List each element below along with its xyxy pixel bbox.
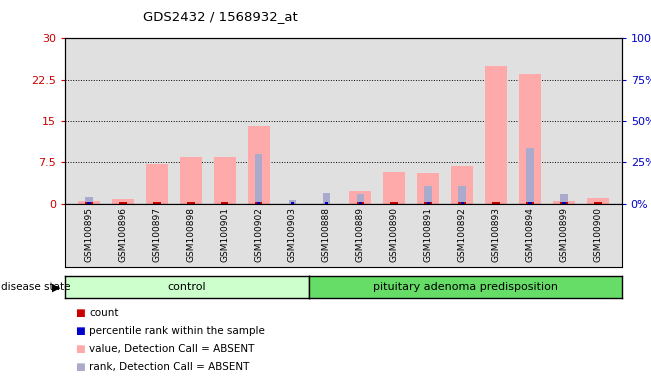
Bar xyxy=(323,192,330,204)
Bar xyxy=(221,202,229,204)
Bar xyxy=(85,197,92,204)
Bar xyxy=(357,194,364,204)
Text: control: control xyxy=(167,282,206,292)
Text: percentile rank within the sample: percentile rank within the sample xyxy=(89,326,265,336)
Text: count: count xyxy=(89,308,118,318)
Bar xyxy=(119,202,127,204)
Bar xyxy=(187,202,195,204)
Text: GSM100893: GSM100893 xyxy=(492,207,501,262)
Bar xyxy=(458,202,466,204)
Bar xyxy=(587,198,609,204)
Text: disease state: disease state xyxy=(1,282,70,292)
Text: GSM100895: GSM100895 xyxy=(85,207,93,262)
Text: GSM100902: GSM100902 xyxy=(254,207,263,262)
Text: value, Detection Call = ABSENT: value, Detection Call = ABSENT xyxy=(89,344,255,354)
Bar xyxy=(146,164,168,204)
Bar xyxy=(485,66,507,204)
Bar xyxy=(214,157,236,204)
Text: GSM100900: GSM100900 xyxy=(594,207,602,262)
Bar xyxy=(458,186,466,204)
Bar xyxy=(288,200,296,204)
Text: GSM100901: GSM100901 xyxy=(220,207,229,262)
Bar xyxy=(451,166,473,204)
Text: ■: ■ xyxy=(75,344,85,354)
Bar xyxy=(526,149,534,204)
Text: GSM100889: GSM100889 xyxy=(356,207,365,262)
Bar xyxy=(247,126,270,204)
Text: ■: ■ xyxy=(75,362,85,372)
Bar xyxy=(257,202,260,204)
Text: ▶: ▶ xyxy=(52,282,61,292)
Text: GSM100897: GSM100897 xyxy=(152,207,161,262)
Bar xyxy=(424,202,432,204)
Bar xyxy=(255,202,262,204)
Text: ■: ■ xyxy=(75,308,85,318)
Bar xyxy=(357,202,364,204)
Text: pituitary adenoma predisposition: pituitary adenoma predisposition xyxy=(372,282,558,292)
Bar xyxy=(180,157,202,204)
Text: GSM100888: GSM100888 xyxy=(322,207,331,262)
Bar xyxy=(350,191,372,204)
Bar xyxy=(112,199,134,204)
Bar xyxy=(78,201,100,204)
Text: GSM100903: GSM100903 xyxy=(288,207,297,262)
Text: GSM100899: GSM100899 xyxy=(559,207,568,262)
Text: GSM100896: GSM100896 xyxy=(118,207,128,262)
Bar xyxy=(359,202,362,204)
Bar xyxy=(87,202,90,204)
Bar xyxy=(529,202,532,204)
Text: GDS2432 / 1568932_at: GDS2432 / 1568932_at xyxy=(143,10,298,23)
Bar xyxy=(594,202,602,204)
Bar xyxy=(519,74,541,204)
Bar xyxy=(426,202,430,204)
Bar xyxy=(255,154,262,204)
Bar xyxy=(383,172,406,204)
Bar xyxy=(560,194,568,204)
Bar xyxy=(492,202,500,204)
Bar xyxy=(460,202,464,204)
Bar xyxy=(553,201,575,204)
Bar xyxy=(560,202,568,204)
Bar xyxy=(325,202,328,204)
Bar xyxy=(562,202,566,204)
Text: GSM100894: GSM100894 xyxy=(525,207,534,262)
Bar xyxy=(391,202,398,204)
Bar xyxy=(85,202,92,204)
Text: ■: ■ xyxy=(75,326,85,336)
Bar xyxy=(424,186,432,204)
Bar xyxy=(526,202,534,204)
Bar xyxy=(153,202,161,204)
Text: GSM100890: GSM100890 xyxy=(390,207,399,262)
Text: rank, Detection Call = ABSENT: rank, Detection Call = ABSENT xyxy=(89,362,249,372)
Text: GSM100898: GSM100898 xyxy=(186,207,195,262)
Bar xyxy=(291,202,294,204)
Bar xyxy=(417,173,439,204)
Text: GSM100891: GSM100891 xyxy=(424,207,433,262)
Text: GSM100892: GSM100892 xyxy=(458,207,467,262)
